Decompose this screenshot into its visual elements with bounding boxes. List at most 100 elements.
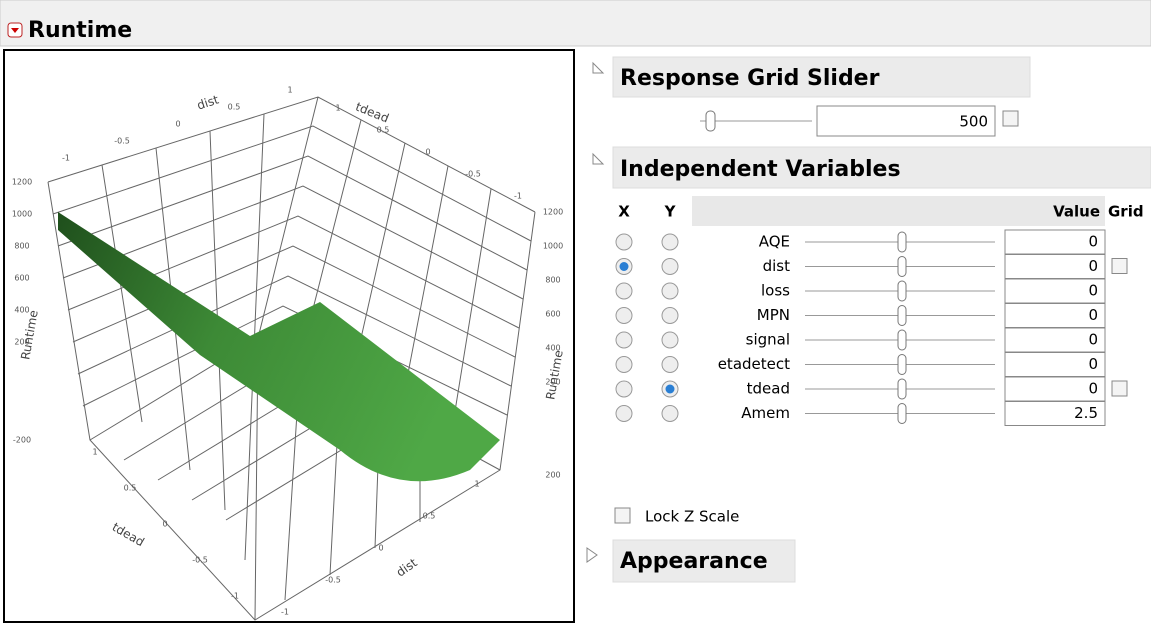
variable-value: 0 [1088,355,1098,373]
checkbox[interactable] [614,507,631,524]
value-box[interactable] [1004,376,1106,402]
variable-name: loss [761,282,790,300]
tick-label: 1 [474,480,479,489]
tick-label: -1 [281,608,289,617]
variable-name: tdead [747,380,790,398]
value-box[interactable] [816,105,996,137]
tick-label: 200 [545,378,560,387]
section-header [612,56,1031,98]
tick-label: 0 [425,148,430,157]
variable-value: 0 [1088,380,1098,398]
tick-label: 0.5 [377,126,390,135]
checkbox[interactable] [1111,258,1128,274]
value-box[interactable] [1004,352,1106,377]
section-title: Response Grid Slider [620,66,880,91]
slider-thumb[interactable] [897,305,907,326]
value-box[interactable] [1004,327,1106,353]
variable-value: 0 [1088,257,1098,275]
radio-button[interactable] [661,307,679,324]
variable-name: Amem [741,404,790,422]
tick-label: -0.5 [465,170,481,179]
tick-label: -1 [231,592,239,601]
disclosure-icon[interactable] [592,152,605,165]
tick-label: -1 [514,192,522,201]
tick-label: 0.5 [124,484,137,493]
radio-button[interactable] [661,258,679,275]
tick-label: 1 [287,86,292,95]
radio-button[interactable] [661,233,679,251]
variable-name: etadetect [718,355,790,373]
value-box[interactable] [1004,254,1106,279]
checkbox[interactable] [1111,380,1128,397]
radio-button[interactable] [661,331,679,349]
disclosure-icon[interactable] [586,547,598,563]
variable-value: 0 [1088,233,1098,251]
slider-thumb[interactable] [897,329,907,351]
column-header: Grid [1108,203,1144,221]
slider-thumb[interactable] [897,403,907,424]
response-grid-panel: Response Grid Slider 500 [592,56,1031,137]
tick-label: 1 [92,448,97,457]
slider-thumb[interactable] [897,256,907,277]
tick-label: -1 [62,154,70,163]
radio-button[interactable] [615,233,633,251]
radio-button[interactable] [615,405,633,422]
tick-label: 400 [545,344,560,353]
variable-value: 0 [1088,306,1098,324]
column-header: X [618,203,630,221]
menu-arrow [11,28,19,33]
tick-label: -200 [13,436,31,445]
column-header-bar [692,196,1105,226]
radio-button[interactable] [615,356,633,373]
tick-label: 200 [545,471,560,480]
tick-label: 0.5 [423,512,436,521]
tick-label: 200 [14,338,29,347]
tick-label: -0.5 [114,137,130,146]
appearance-title[interactable]: Appearance [620,549,768,574]
grid-value: 500 [959,113,988,131]
radio-button[interactable] [661,405,679,422]
slider-thumb[interactable] [705,110,716,132]
tick-label: 1 [335,104,340,113]
tick-label: 800 [14,242,29,251]
response-surface [58,212,500,482]
tick-label: 800 [545,276,560,285]
tick-label: 1200 [543,208,563,217]
value-box[interactable] [1004,401,1106,426]
radio-dot [665,384,675,394]
radio-button[interactable] [615,282,633,300]
variable-name: dist [763,257,791,275]
slider-thumb[interactable] [897,354,907,375]
variable-value: 2.5 [1074,404,1098,422]
tick-label: 1000 [12,210,32,219]
tick-label: 600 [14,274,29,283]
disclosure-icon[interactable] [592,61,605,74]
radio-button[interactable] [615,380,633,398]
variable-value: 0 [1088,282,1098,300]
tick-label: 1200 [12,178,32,187]
radio-button[interactable] [661,282,679,300]
variable-value: 0 [1088,331,1098,349]
lock-z-label: Lock Z Scale [645,508,739,526]
section-header [612,146,1151,189]
column-header: Y [664,203,677,221]
tick-label: -0.5 [192,556,208,565]
slider-thumb[interactable] [897,231,907,253]
slider-thumb[interactable] [897,280,907,302]
value-box[interactable] [1004,303,1106,328]
variable-name: AQE [759,233,790,251]
radio-dot [619,262,629,271]
radio-button[interactable] [615,307,633,324]
radio-button[interactable] [661,356,679,373]
tick-label: 0 [162,520,167,529]
checkbox[interactable] [1002,110,1019,127]
slider-thumb[interactable] [897,378,907,400]
tick-label: 1000 [543,242,563,251]
variable-name: MPN [757,306,790,324]
radio-button[interactable] [615,331,633,349]
section-header [612,539,796,583]
header-bar [0,0,1151,47]
tick-label: 600 [545,310,560,319]
tick-label: 0 [175,120,180,129]
